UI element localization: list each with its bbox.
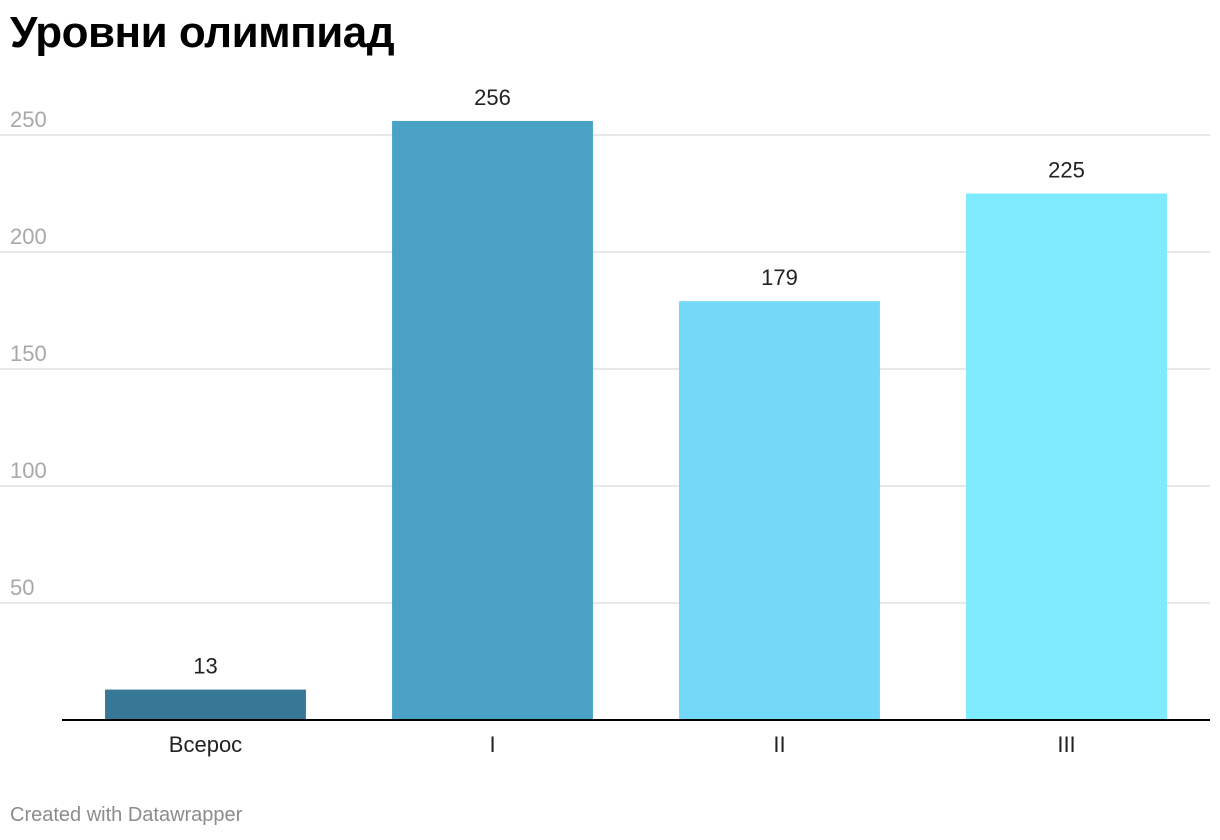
x-tick-label: Всерос bbox=[169, 732, 242, 757]
value-labels: 13 256 179 225 bbox=[193, 85, 1085, 679]
bar-value-label: 256 bbox=[474, 85, 511, 110]
x-tick-label: II bbox=[773, 732, 785, 757]
x-tick-label: III bbox=[1057, 732, 1075, 757]
y-tick-label: 200 bbox=[10, 224, 47, 249]
y-tick-label: 100 bbox=[10, 458, 47, 483]
x-tick-label: I bbox=[489, 732, 495, 757]
y-axis-tick-labels: 50 100 150 200 250 bbox=[10, 107, 47, 600]
bar-value-label: 13 bbox=[193, 654, 217, 679]
bar bbox=[392, 120, 593, 720]
bar bbox=[679, 301, 880, 720]
y-tick-label: 250 bbox=[10, 107, 47, 132]
chart-title: Уровни олимпиад bbox=[10, 8, 395, 57]
bar bbox=[966, 193, 1167, 720]
bar-value-label: 225 bbox=[1048, 158, 1085, 183]
x-axis-tick-labels: Всерос I II III bbox=[169, 732, 1076, 757]
bars bbox=[105, 120, 1167, 720]
bar-value-label: 179 bbox=[761, 265, 798, 290]
y-tick-label: 150 bbox=[10, 341, 47, 366]
y-tick-label: 50 bbox=[10, 575, 34, 600]
bar bbox=[105, 689, 306, 720]
datawrapper-credit: Created with Datawrapper bbox=[10, 804, 243, 826]
